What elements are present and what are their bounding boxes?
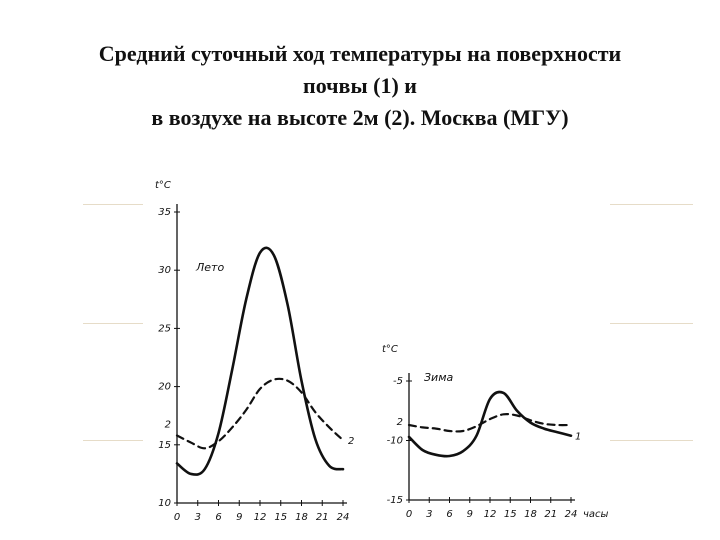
x-axis-label: часы [583,509,609,520]
x-tick-label: 9 [236,512,242,523]
series-line-2 [175,377,345,450]
x-tick-label: 0 [406,509,412,520]
slide-title: Средний суточный ход температуры на пове… [0,38,720,134]
decor-line-left-2 [83,323,143,324]
x-tick-label: 15 [274,512,287,523]
series-label-end: 1 [575,432,581,443]
y-tick-label: -10 [387,436,403,447]
x-tick-label: 18 [524,509,537,520]
series-label-end: 2 [348,436,354,447]
y-tick-label: -15 [387,495,403,506]
x-tick-label: 3 [426,509,432,520]
x-tick-label: 12 [484,509,497,520]
x-tick-label: 9 [467,509,473,520]
y-axis-label: t°C [382,344,398,355]
panel-title: Зима [424,371,453,384]
title-line-3: в воздухе на высоте 2м (2). Москва (МГУ) [151,105,569,130]
series-label-start: 2 [397,417,403,428]
x-tick-label: 24 [337,512,350,523]
x-tick-label: 18 [295,512,308,523]
y-tick-label: 35 [158,207,171,218]
y-tick-label: 10 [158,498,171,509]
x-tick-label: 21 [544,509,557,520]
decor-line-right-3 [610,440,693,441]
y-tick-label: 30 [158,265,171,276]
decor-line-left-3 [83,440,143,441]
decor-line-left-1 [83,204,143,205]
x-tick-label: 24 [565,509,578,520]
series-label-start: 2 [165,419,171,430]
series-line-1 [407,390,573,458]
y-tick-label: -5 [393,376,403,387]
x-tick-label: 21 [316,512,329,523]
series-line-1 [175,246,345,476]
y-axis-label: t°C [155,180,171,191]
title-line-2: почвы (1) и [303,73,417,98]
series-line-2 [407,412,573,433]
decor-line-right-1 [610,204,693,205]
x-tick-label: 6 [215,512,221,523]
decor-line-right-2 [610,323,693,324]
x-tick-label: 3 [195,512,201,523]
y-tick-label: 15 [158,440,171,451]
x-tick-label: 12 [254,512,267,523]
panel-title: Лето [195,261,224,274]
x-tick-label: 6 [446,509,452,520]
y-tick-label: 25 [158,323,171,334]
x-tick-label: 0 [174,512,180,523]
title-line-1: Средний суточный ход температуры на пове… [98,41,622,66]
x-tick-label: 15 [504,509,517,520]
y-tick-label: 20 [158,382,171,393]
